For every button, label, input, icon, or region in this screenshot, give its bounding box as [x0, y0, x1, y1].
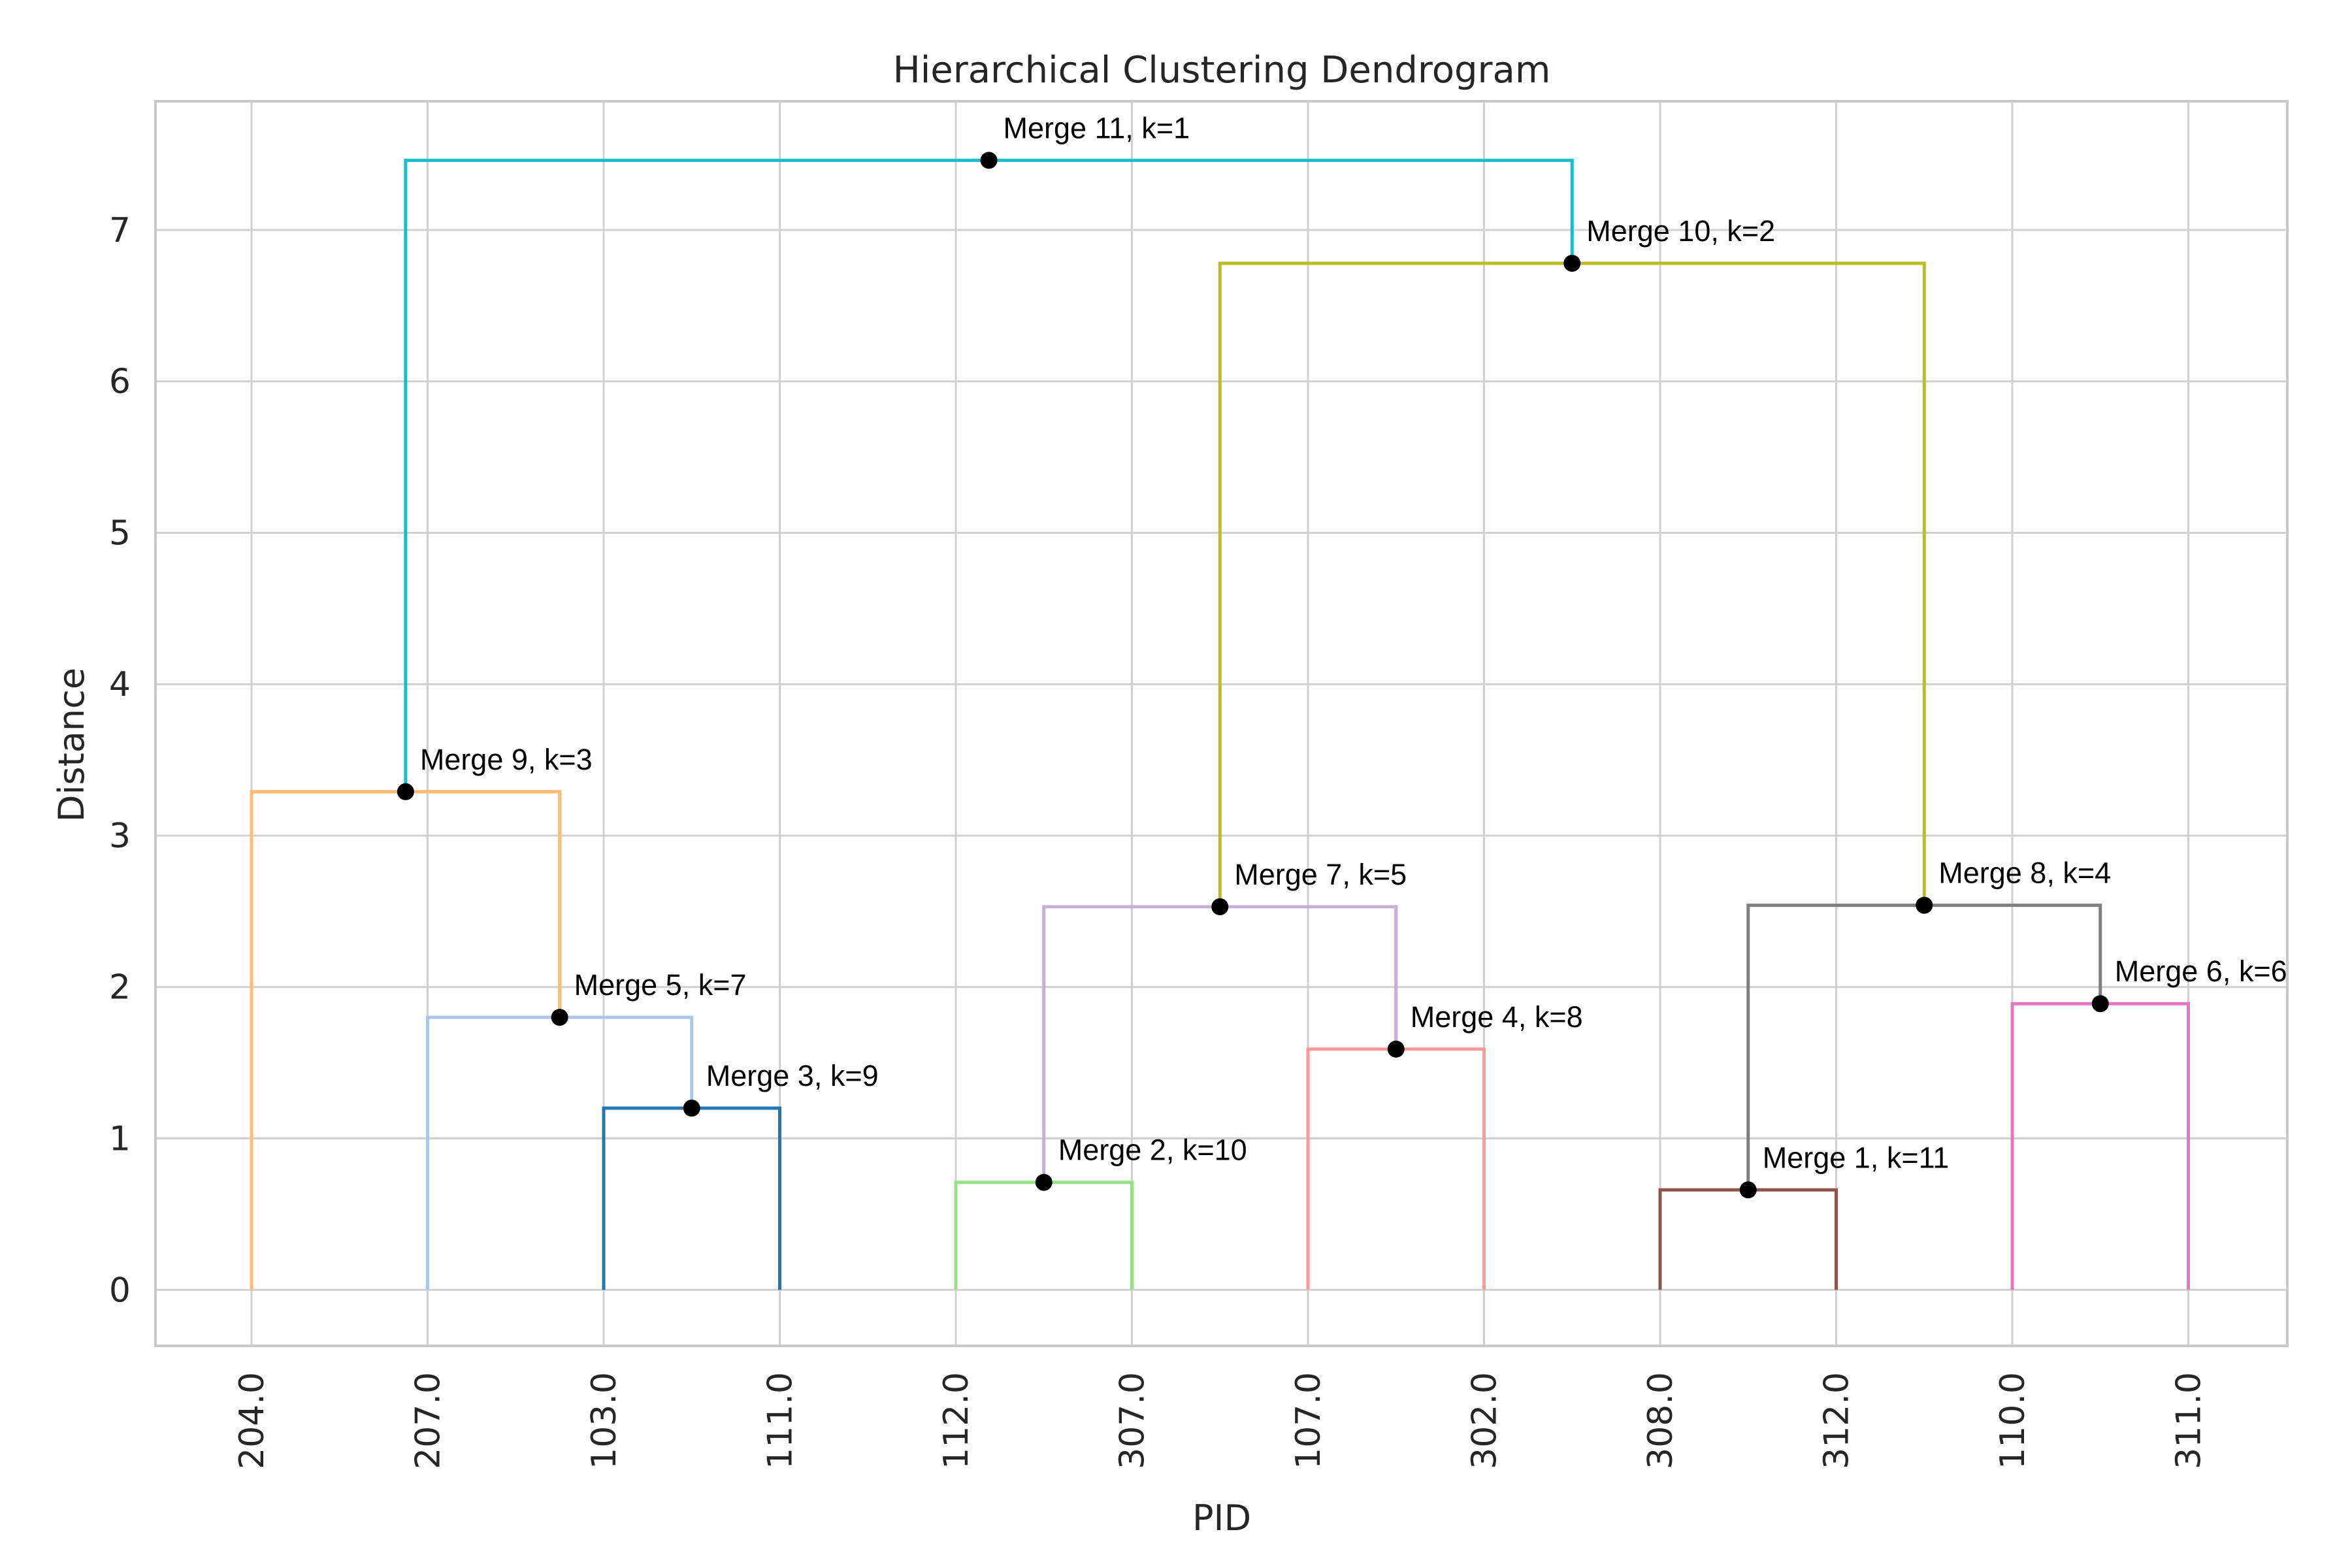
merge-link	[404, 158, 1574, 792]
dendrogram-links	[250, 158, 2190, 1290]
merge-point	[1211, 898, 1229, 915]
merge-annotation: Merge 8, k=4	[1938, 857, 2111, 890]
merge-annotation: Merge 2, k=10	[1058, 1134, 1247, 1167]
merge-annotation: Merge 7, k=5	[1234, 858, 1407, 891]
merge-link	[954, 1181, 1134, 1290]
merge-annotation: Merge 6, k=6	[2115, 955, 2287, 988]
x-tick-label: 111.0	[761, 1372, 800, 1469]
merge-points: Merge 1, k=11 Merge 2, k=10 Merge 3, k=9 Me…	[397, 111, 2287, 1199]
merge-point	[683, 1100, 700, 1117]
x-tick-label: 103.0	[585, 1372, 624, 1469]
merge-annotation: Merge 3, k=9	[706, 1059, 879, 1092]
merge-annotation: Merge 4, k=8	[1411, 1000, 1583, 1034]
x-tick-label: 112.0	[937, 1372, 976, 1469]
merge-point	[980, 152, 998, 169]
merge-point	[1563, 254, 1581, 272]
merge-annotation: Merge 11, k=1	[1004, 111, 1190, 144]
y-axis-label: Distance	[51, 668, 92, 822]
merge-link	[1306, 1047, 1486, 1290]
merge-link	[602, 1106, 781, 1290]
y-tick-label: 2	[109, 968, 131, 1007]
y-tick-label: 4	[109, 665, 131, 704]
merge-annotation: Merge 9, k=3	[420, 743, 593, 776]
x-tick-label: 302.0	[1465, 1372, 1505, 1469]
merge-link	[1218, 261, 1926, 907]
merge-link	[2010, 1002, 2190, 1290]
y-tick-label: 3	[109, 817, 131, 856]
merge-point	[1916, 896, 1933, 914]
x-tick-label: 312.0	[1818, 1372, 1857, 1469]
x-tick-label: 107.0	[1289, 1372, 1328, 1469]
x-tick-label: 311.0	[2170, 1372, 2209, 1469]
merge-link	[1658, 1188, 1838, 1290]
y-tick-label: 6	[109, 363, 131, 402]
merge-link	[426, 1015, 694, 1290]
x-tick-labels: 204.0 207.0 103.0 111.0 112.0 307.0 107.0 302.0…	[233, 1372, 2209, 1469]
x-tick-label: 207.0	[409, 1372, 448, 1469]
merge-link	[250, 790, 562, 1290]
merge-point	[397, 783, 414, 800]
merge-point	[1035, 1173, 1053, 1191]
y-tick-label: 7	[109, 211, 131, 250]
merge-annotation: Merge 1, k=11	[1763, 1141, 1950, 1174]
merge-annotation: Merge 5, k=7	[574, 968, 747, 1002]
y-tick-label: 1	[109, 1120, 131, 1159]
chart-title: Hierarchical Clustering Dendrogram	[893, 49, 1551, 91]
merge-point	[1387, 1040, 1405, 1058]
merge-point	[1739, 1181, 1757, 1199]
x-tick-label: 308.0	[1641, 1372, 1680, 1469]
y-tick-label: 5	[109, 514, 131, 553]
merge-annotation: Merge 10, k=2	[1586, 214, 1775, 248]
x-tick-label: 204.0	[233, 1372, 272, 1469]
x-axis-label: PID	[1192, 1497, 1251, 1539]
y-tick-label: 0	[109, 1271, 131, 1310]
y-tick-labels: 0 1 2 3 4 5 6 7	[109, 211, 131, 1310]
x-tick-label: 307.0	[1113, 1372, 1152, 1469]
merge-point	[2091, 995, 2109, 1013]
x-tick-label: 110.0	[1993, 1372, 2033, 1469]
plot-frame	[154, 100, 2289, 1347]
merge-point	[551, 1009, 568, 1026]
